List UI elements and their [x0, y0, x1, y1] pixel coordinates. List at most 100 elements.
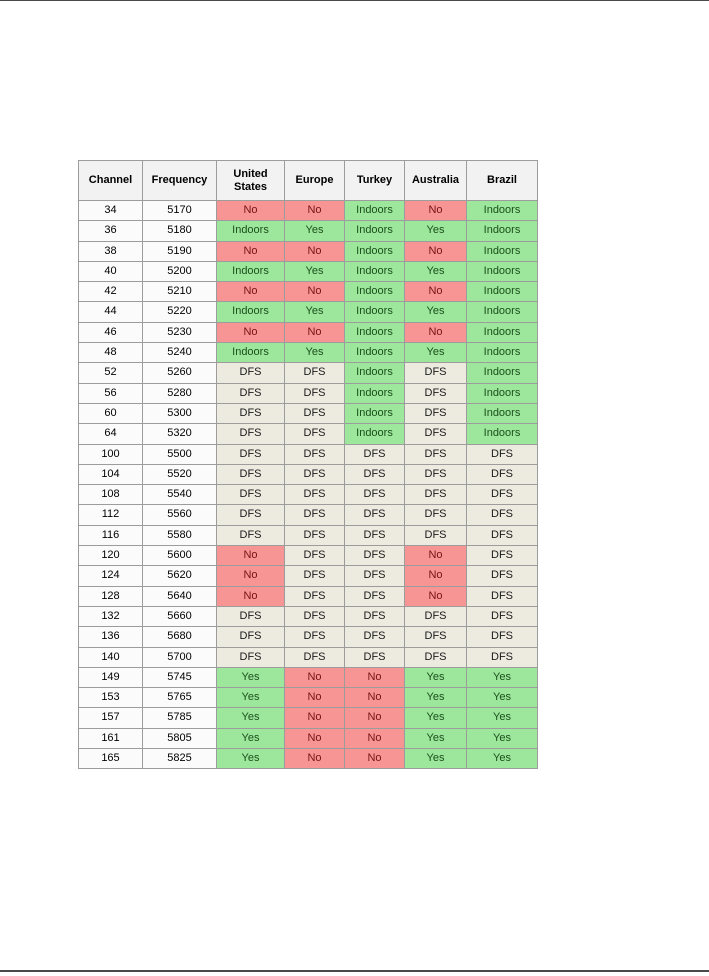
channel-cell: 104 — [78, 463, 143, 486]
status-cell-turkey: Indoors — [344, 321, 405, 344]
status-cell-australia: Yes — [404, 220, 467, 242]
status-cell-australia: DFS — [404, 402, 467, 425]
channel-cell: 128 — [78, 585, 143, 607]
status-cell-turkey: DFS — [344, 565, 405, 587]
status-cell-australia: Yes — [404, 666, 467, 689]
frequency-cell: 5825 — [142, 748, 217, 770]
status-cell-turkey: Indoors — [344, 281, 405, 303]
table-row-channel-38: 38 5190 No No Indoors No Indoors — [78, 240, 538, 262]
frequency-cell: 5210 — [142, 281, 217, 303]
table-row-channel-124: 124 5620 No DFS DFS No DFS — [78, 565, 538, 587]
status-cell-europe: No — [284, 281, 345, 303]
frequency-cell: 5640 — [142, 585, 217, 607]
status-cell-united-states: Indoors — [216, 220, 285, 242]
channel-cell: 140 — [78, 646, 143, 668]
status-cell-brazil: Indoors — [466, 321, 538, 344]
frequency-cell: 5260 — [142, 362, 217, 384]
status-cell-turkey: DFS — [344, 545, 405, 567]
status-cell-europe: DFS — [284, 585, 345, 607]
frequency-cell: 5805 — [142, 727, 217, 750]
status-cell-united-states: Yes — [216, 707, 285, 729]
channel-cell: 116 — [78, 524, 143, 547]
status-cell-united-states: Yes — [216, 727, 285, 750]
status-cell-united-states: No — [216, 199, 285, 222]
table-row-channel-104: 104 5520 DFS DFS DFS DFS DFS — [78, 463, 538, 486]
channel-cell: 120 — [78, 545, 143, 567]
status-cell-united-states: No — [216, 565, 285, 587]
status-cell-australia: No — [404, 240, 467, 262]
frequency-cell: 5320 — [142, 423, 217, 445]
status-cell-australia: DFS — [404, 626, 467, 648]
status-cell-brazil: Indoors — [466, 301, 538, 323]
status-cell-australia: DFS — [404, 605, 467, 628]
status-cell-brazil: DFS — [466, 484, 538, 506]
table-row-channel-136: 136 5680 DFS DFS DFS DFS DFS — [78, 626, 538, 648]
status-cell-europe: DFS — [284, 545, 345, 567]
status-cell-europe: DFS — [284, 382, 345, 404]
status-cell-europe: DFS — [284, 443, 345, 465]
channel-cell: 46 — [78, 321, 143, 344]
status-cell-turkey: DFS — [344, 484, 405, 506]
status-cell-turkey: Indoors — [344, 199, 405, 222]
status-cell-brazil: Indoors — [466, 423, 538, 445]
table-row-channel-116: 116 5580 DFS DFS DFS DFS DFS — [78, 524, 538, 547]
table-row-channel-64: 64 5320 DFS DFS Indoors DFS Indoors — [78, 423, 538, 445]
status-cell-australia: Yes — [404, 748, 467, 770]
status-cell-turkey: DFS — [344, 463, 405, 486]
status-cell-united-states: DFS — [216, 443, 285, 465]
status-cell-united-states: Yes — [216, 748, 285, 770]
status-cell-turkey: Indoors — [344, 382, 405, 404]
channel-cell: 108 — [78, 484, 143, 506]
column-header-europe: Europe — [284, 160, 345, 201]
status-cell-europe: DFS — [284, 463, 345, 486]
channel-cell: 34 — [78, 199, 143, 222]
status-cell-turkey: No — [344, 748, 405, 770]
column-header-brazil: Brazil — [466, 160, 538, 201]
status-cell-turkey: Indoors — [344, 301, 405, 323]
channel-cell: 100 — [78, 443, 143, 465]
status-cell-europe: Yes — [284, 220, 345, 242]
status-cell-europe: No — [284, 240, 345, 262]
status-cell-australia: Yes — [404, 727, 467, 750]
status-cell-brazil: DFS — [466, 605, 538, 628]
status-cell-australia: DFS — [404, 423, 467, 445]
status-cell-brazil: DFS — [466, 626, 538, 648]
frequency-cell: 5620 — [142, 565, 217, 587]
status-cell-brazil: Yes — [466, 748, 538, 770]
status-cell-europe: Yes — [284, 342, 345, 364]
status-cell-united-states: Indoors — [216, 301, 285, 323]
status-cell-brazil: Indoors — [466, 260, 538, 283]
status-cell-united-states: DFS — [216, 382, 285, 404]
status-cell-united-states: DFS — [216, 605, 285, 628]
status-cell-brazil: Yes — [466, 687, 538, 709]
status-cell-turkey: DFS — [344, 504, 405, 526]
frequency-cell: 5785 — [142, 707, 217, 729]
channel-cell: 157 — [78, 707, 143, 729]
status-cell-brazil: DFS — [466, 565, 538, 587]
frequency-cell: 5180 — [142, 220, 217, 242]
frequency-cell: 5660 — [142, 605, 217, 628]
table-row-channel-56: 56 5280 DFS DFS Indoors DFS Indoors — [78, 382, 538, 404]
frequency-cell: 5745 — [142, 666, 217, 689]
table-row-channel-108: 108 5540 DFS DFS DFS DFS DFS — [78, 484, 538, 506]
status-cell-australia: DFS — [404, 524, 467, 547]
status-cell-europe: Yes — [284, 260, 345, 283]
column-header-australia: Australia — [404, 160, 467, 201]
channel-cell: 52 — [78, 362, 143, 384]
status-cell-united-states: No — [216, 321, 285, 344]
column-header-frequency: Frequency — [142, 160, 217, 201]
status-cell-australia: DFS — [404, 362, 467, 384]
status-cell-brazil: Yes — [466, 727, 538, 750]
channel-cell: 44 — [78, 301, 143, 323]
status-cell-europe: No — [284, 687, 345, 709]
status-cell-united-states: No — [216, 240, 285, 262]
status-cell-australia: Yes — [404, 342, 467, 364]
frequency-cell: 5680 — [142, 626, 217, 648]
status-cell-turkey: No — [344, 687, 405, 709]
status-cell-australia: No — [404, 321, 467, 344]
status-cell-turkey: DFS — [344, 626, 405, 648]
status-cell-europe: DFS — [284, 402, 345, 425]
channel-cell: 124 — [78, 565, 143, 587]
table-row-channel-140: 140 5700 DFS DFS DFS DFS DFS — [78, 646, 538, 668]
